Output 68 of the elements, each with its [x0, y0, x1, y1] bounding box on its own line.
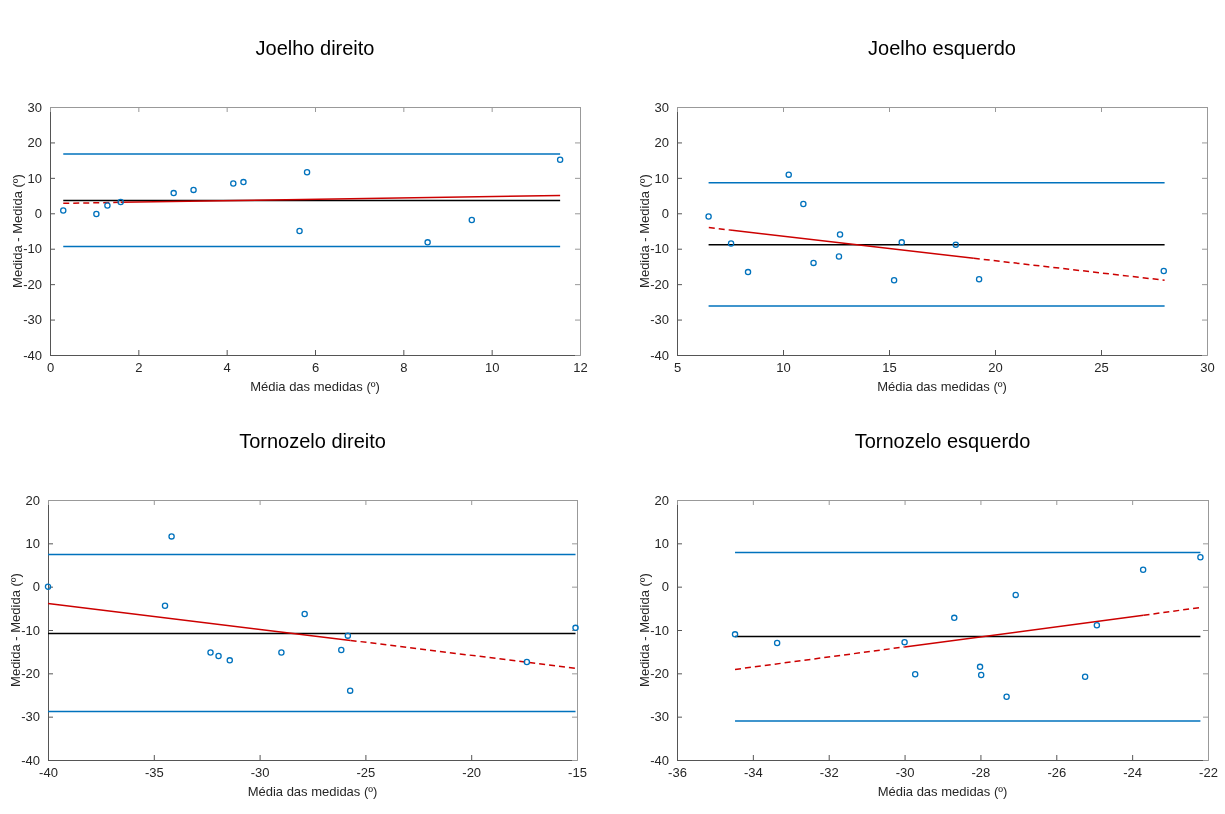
- y-tick-label: -30: [21, 709, 40, 725]
- y-tick-label: 20: [654, 135, 669, 151]
- y-tick-label: -10: [650, 622, 669, 638]
- y-tick-label: 10: [27, 170, 42, 186]
- x-tick-label: 6: [311, 360, 320, 376]
- x-tick-label: -20: [462, 765, 482, 781]
- x-axis-title: Média das medidas (º): [877, 379, 1007, 394]
- y-axis-title: Medida - Medida (º): [10, 174, 25, 288]
- y-tick-label: 20: [654, 492, 669, 508]
- y-tick-label: 20: [27, 135, 42, 151]
- chart-title: Tornozelo esquerdo: [854, 430, 1031, 452]
- y-tick-label: 30: [654, 99, 669, 115]
- y-tick-label: 0: [661, 579, 669, 595]
- x-tick-label: 5: [673, 360, 682, 376]
- x-tick-label: 15: [882, 360, 897, 376]
- y-tick-label: 0: [34, 205, 42, 221]
- x-tick-label: -30: [895, 765, 915, 781]
- y-tick-label: -10: [23, 241, 42, 257]
- x-axis-title: Média das medidas (º): [250, 379, 380, 394]
- y-tick-label: -30: [650, 312, 669, 328]
- x-axis-title: Média das medidas (º): [247, 784, 378, 799]
- x-tick-label: 10: [484, 360, 500, 376]
- x-tick-label: -30: [250, 765, 270, 781]
- x-tick-label: 20: [988, 360, 1003, 376]
- chart-title: Tornozelo direito: [239, 430, 386, 452]
- x-tick-label: -26: [1047, 765, 1067, 781]
- x-tick-label: 4: [223, 360, 231, 376]
- x-tick-label: -36: [668, 765, 687, 781]
- y-tick-label: -40: [650, 752, 669, 768]
- y-axis-title: Medida - Medida (º): [637, 573, 652, 687]
- y-tick-label: -20: [21, 665, 40, 681]
- y-tick-label: -10: [21, 622, 40, 638]
- x-tick-label: -25: [356, 765, 376, 781]
- x-tick-label: 12: [573, 360, 588, 376]
- y-tick-label: -30: [650, 709, 669, 725]
- y-tick-label: -10: [650, 241, 669, 257]
- x-tick-label: -28: [971, 765, 991, 781]
- x-tick-label: 2: [135, 360, 143, 376]
- y-tick-label: -20: [650, 276, 669, 292]
- chart-title: Joelho direito: [255, 37, 375, 59]
- y-axis-title: Medida - Medida (º): [8, 573, 23, 687]
- x-tick-label: 10: [776, 360, 791, 376]
- y-axis-title: Medida - Medida (º): [637, 174, 652, 288]
- y-tick-label: 20: [25, 492, 40, 508]
- y-tick-label: 10: [654, 535, 669, 551]
- x-tick-label: -32: [819, 765, 839, 781]
- x-tick-label: -35: [144, 765, 164, 781]
- x-tick-label: 25: [1094, 360, 1109, 376]
- y-tick-label: -40: [650, 347, 669, 363]
- x-tick-label: -34: [743, 765, 763, 781]
- y-tick-label: 10: [25, 535, 40, 551]
- x-tick-label: 30: [1200, 360, 1215, 376]
- y-tick-label: 0: [661, 205, 669, 221]
- y-tick-label: -20: [650, 665, 669, 681]
- y-tick-label: 10: [654, 170, 669, 186]
- x-tick-label: -24: [1123, 765, 1143, 781]
- x-axis-title: Média das medidas (º): [877, 784, 1008, 799]
- y-tick-label: -40: [23, 347, 42, 363]
- x-tick-label: 8: [400, 360, 408, 376]
- chart-title: Joelho esquerdo: [868, 37, 1016, 59]
- y-tick-label: 30: [27, 99, 42, 115]
- y-tick-label: -40: [21, 752, 40, 768]
- x-tick-label: -15: [568, 765, 587, 781]
- y-tick-label: -30: [23, 312, 42, 328]
- x-tick-label: -22: [1199, 765, 1218, 781]
- y-tick-label: 0: [32, 579, 40, 595]
- x-tick-label: 0: [46, 360, 55, 376]
- y-tick-label: -20: [23, 276, 42, 292]
